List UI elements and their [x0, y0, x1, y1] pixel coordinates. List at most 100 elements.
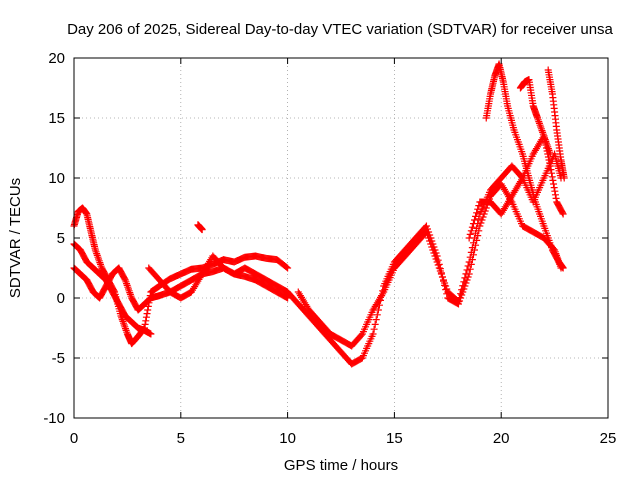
data-point	[432, 255, 440, 263]
data-point	[461, 274, 469, 282]
data-point	[430, 249, 438, 257]
data-point	[144, 306, 152, 314]
y-tick-label: 15	[48, 110, 65, 127]
data-point	[142, 317, 150, 325]
series-track-g	[482, 60, 567, 272]
data-point	[551, 187, 559, 195]
data-point	[546, 159, 554, 167]
series-track-i	[544, 66, 568, 182]
data-point	[422, 228, 430, 236]
y-axis-label: SDTVAR / TECUs	[7, 178, 24, 298]
x-tick-label: 5	[177, 430, 185, 447]
data-point	[142, 313, 150, 321]
data-point	[468, 223, 476, 231]
data-point	[454, 298, 462, 306]
data-point	[459, 282, 467, 290]
data-point	[549, 176, 557, 184]
data-point	[283, 263, 291, 271]
data-point	[440, 276, 448, 284]
data-point	[435, 264, 443, 272]
data-point	[463, 266, 471, 274]
data-point	[465, 234, 473, 242]
data-points	[70, 60, 568, 368]
data-point	[559, 209, 567, 217]
data-point	[547, 166, 555, 174]
data-point	[369, 330, 377, 338]
data-point	[284, 264, 292, 272]
data-point	[551, 191, 559, 199]
data-point	[548, 173, 556, 181]
data-point	[460, 278, 468, 286]
x-tick-label: 15	[386, 430, 403, 447]
data-point	[550, 180, 558, 188]
data-point	[428, 243, 436, 251]
data-point	[471, 216, 478, 224]
x-tick-label: 10	[279, 430, 296, 447]
data-point	[370, 325, 378, 333]
y-tick-label: 0	[57, 290, 65, 307]
data-point	[141, 320, 149, 328]
data-point	[143, 310, 151, 318]
data-point	[431, 252, 439, 260]
data-point	[548, 169, 556, 177]
data-point	[545, 156, 553, 164]
data-point	[469, 239, 477, 247]
data-point	[427, 240, 435, 248]
data-point	[546, 150, 554, 158]
data-point	[443, 285, 451, 293]
y-tick-label: 5	[57, 230, 65, 247]
data-point	[429, 246, 437, 254]
y-tick-label: -10	[43, 410, 65, 427]
data-point	[198, 226, 206, 234]
axis-tick-labels: 0 5 10 15 20 25 -10 -5 0 5 10 15 20	[43, 50, 616, 447]
data-point	[121, 275, 129, 283]
data-point	[438, 273, 446, 281]
data-point	[426, 237, 434, 245]
data-point	[559, 264, 567, 272]
data-point	[422, 222, 430, 230]
data-point	[425, 234, 433, 242]
data-point	[546, 162, 554, 170]
x-tick-label: 25	[600, 430, 617, 447]
axis-ticks	[73, 57, 609, 419]
data-point	[472, 212, 480, 220]
data-point	[482, 204, 490, 212]
data-point	[550, 184, 558, 192]
data-point	[441, 279, 449, 287]
data-point	[466, 253, 474, 261]
data-point	[433, 258, 441, 266]
data-point	[465, 258, 473, 266]
data-point	[478, 216, 486, 224]
data-point	[436, 267, 444, 275]
data-point	[147, 330, 155, 338]
y-tick-label: 10	[48, 170, 65, 187]
grid	[74, 58, 608, 418]
data-point	[437, 270, 445, 278]
data-point	[467, 227, 475, 235]
data-point	[479, 213, 487, 221]
y-tick-label: 20	[48, 50, 65, 67]
data-point	[469, 220, 477, 228]
data-point	[559, 210, 567, 218]
data-point	[560, 174, 568, 182]
data-point	[473, 209, 481, 217]
data-point	[424, 231, 432, 239]
series-track-h	[516, 76, 554, 158]
data-point	[466, 230, 474, 238]
x-tick-label: 20	[493, 430, 510, 447]
data-point	[473, 224, 481, 232]
data-point	[474, 205, 482, 213]
data-point	[468, 244, 476, 252]
data-point	[457, 290, 465, 298]
data-point	[442, 282, 450, 290]
data-point	[462, 270, 470, 278]
data-point	[373, 311, 381, 319]
data-point	[357, 331, 365, 339]
chart-title: Day 206 of 2025, Sidereal Day-to-day VTE…	[67, 21, 613, 38]
data-point	[552, 194, 560, 202]
data-point	[424, 225, 432, 233]
data-point	[467, 248, 475, 256]
y-tick-label: -5	[52, 350, 65, 367]
